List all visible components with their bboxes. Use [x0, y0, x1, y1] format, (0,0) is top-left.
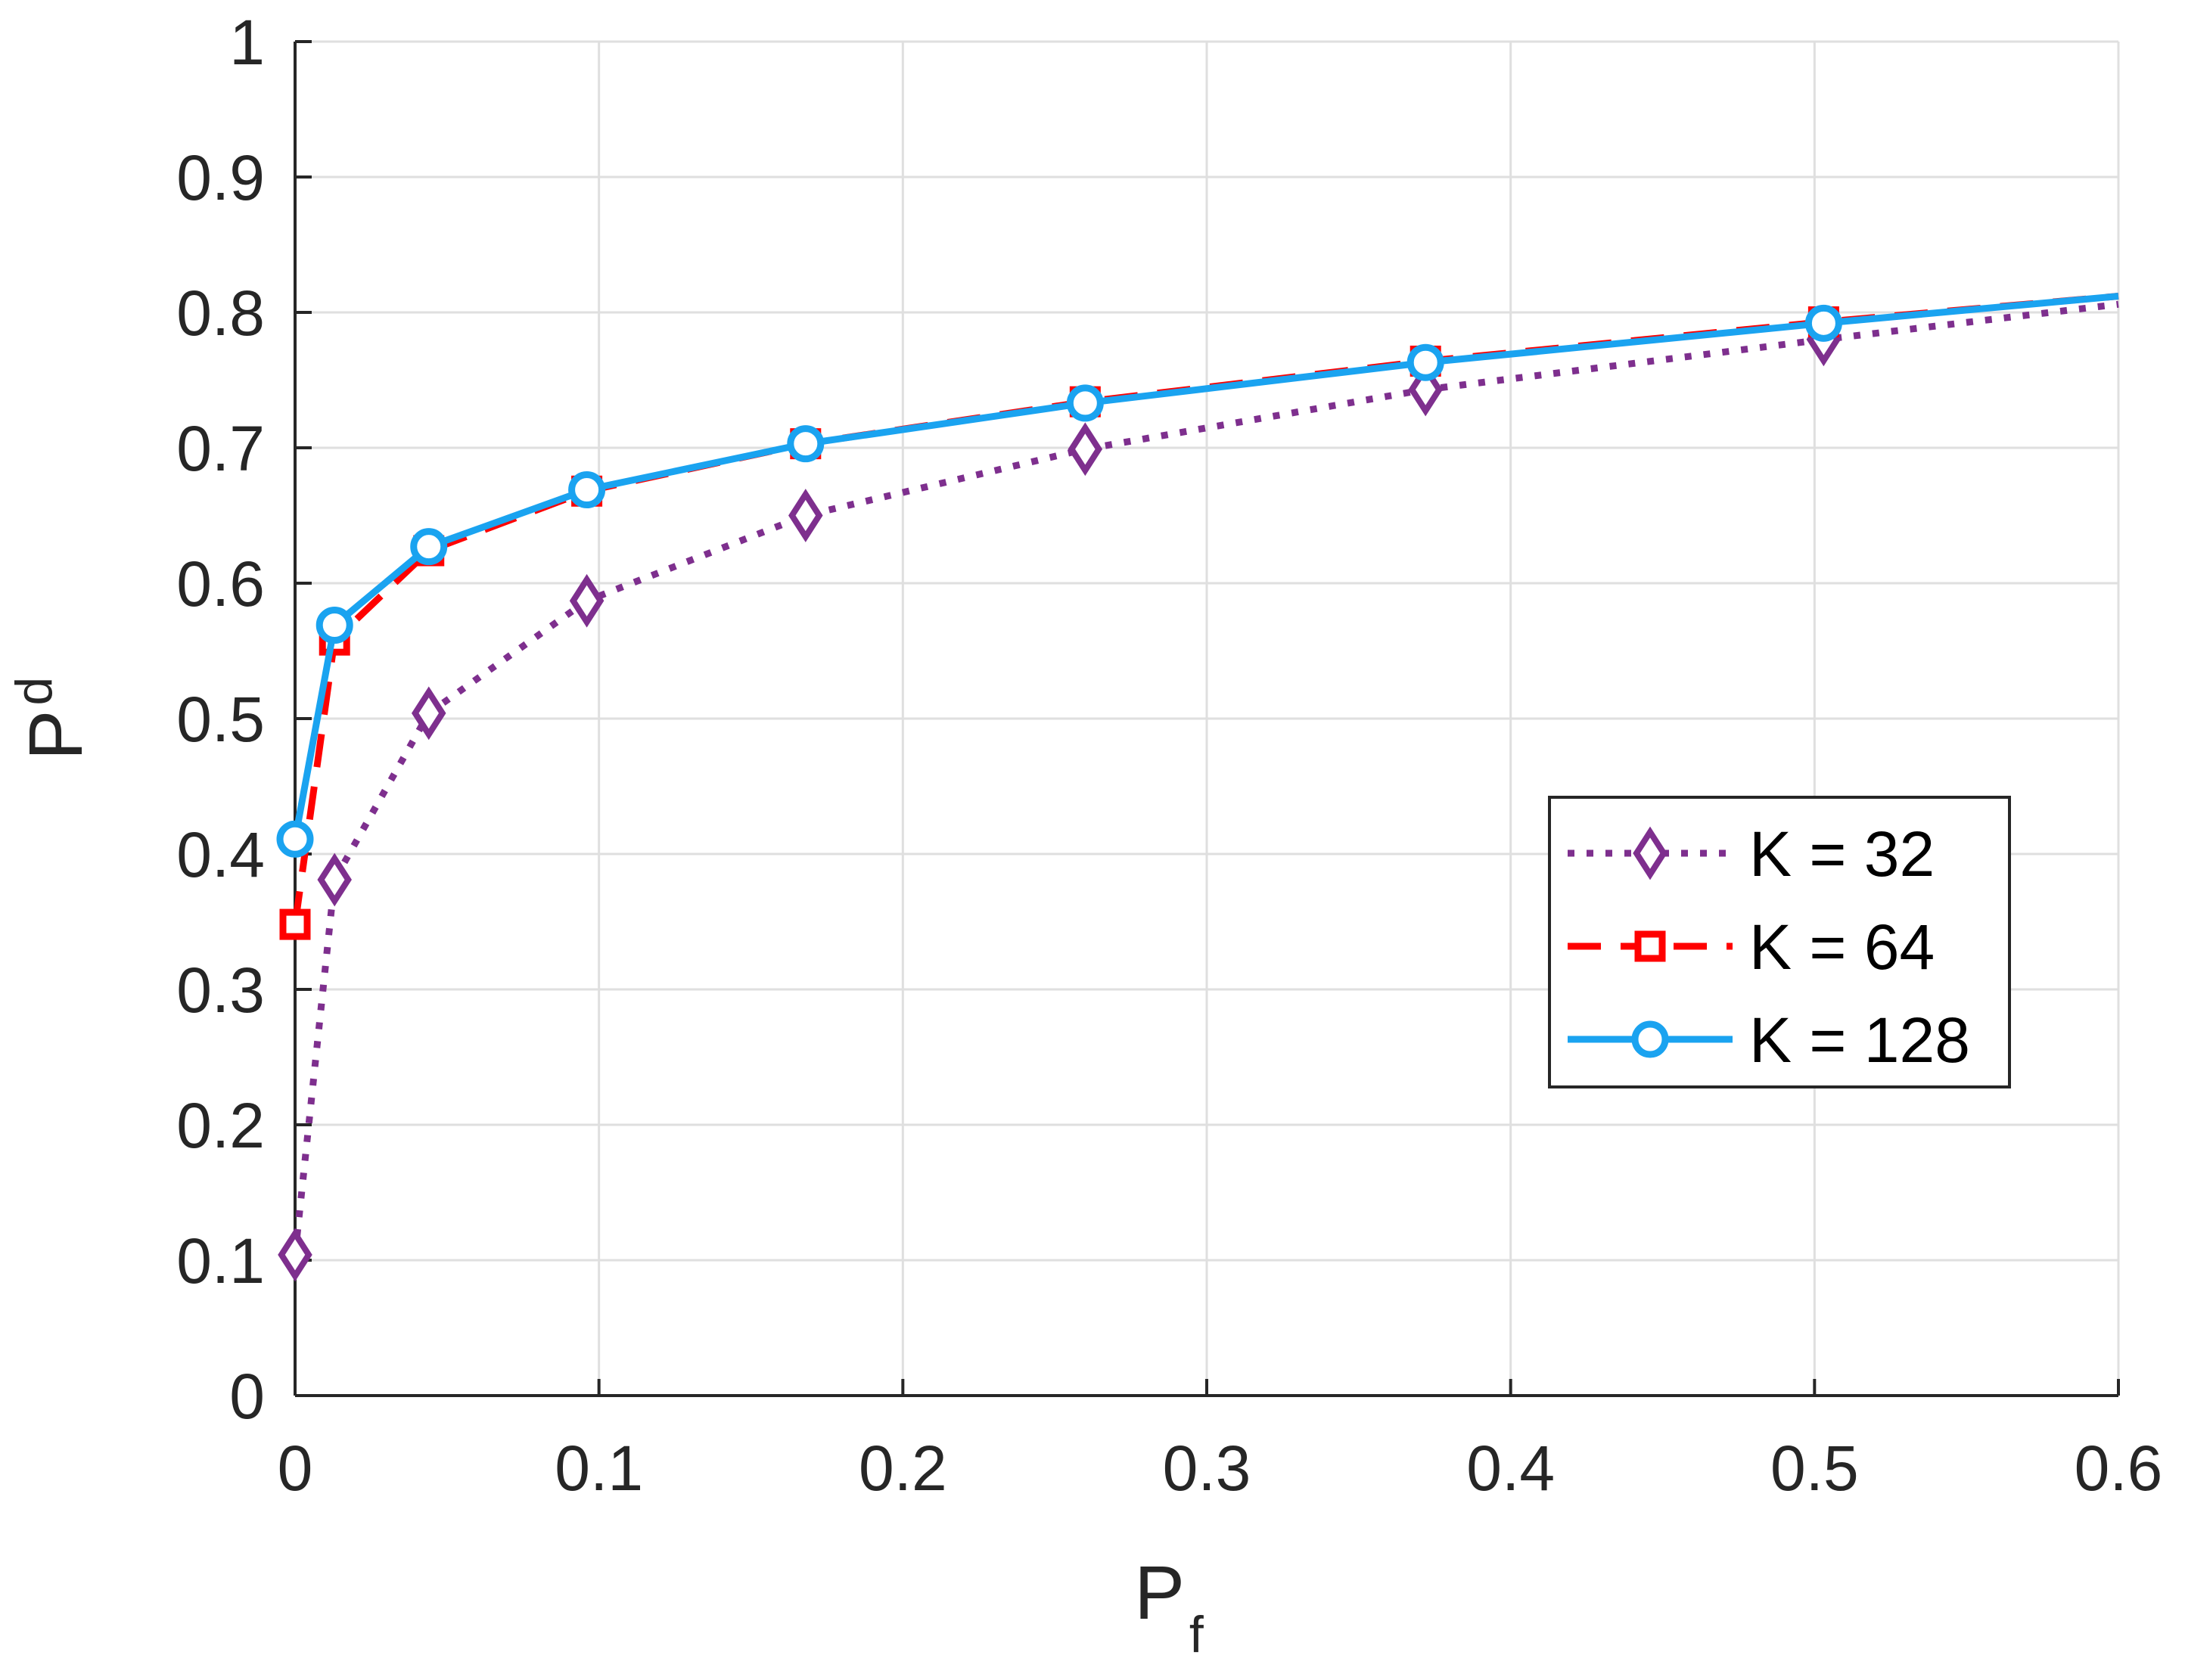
y-tick-label: 0.8: [176, 278, 265, 349]
x-axis-label: Pf: [1134, 1551, 1204, 1663]
legend-label: K = 64: [1749, 911, 1935, 983]
series-k-32: [278, 300, 2119, 1282]
y-tick-label: 0.2: [176, 1090, 265, 1161]
legend: K = 32 K = 64 K = 128: [1548, 796, 2011, 1088]
x-tick-label: 0.3: [1163, 1433, 1251, 1504]
data-point: [276, 820, 314, 858]
axes: [294, 40, 2120, 1397]
x-tick-label: 0: [278, 1433, 313, 1504]
y-axis-label-sub: d: [5, 677, 63, 706]
y-tick-label: 0.6: [176, 548, 265, 620]
data-point: [317, 852, 352, 907]
data-point: [788, 489, 823, 542]
legend-items: K = 32 K = 64 K = 128: [1568, 818, 1970, 1076]
data-point: [1804, 304, 1842, 342]
data-point: [411, 686, 446, 741]
y-tick-label: 1: [229, 7, 265, 78]
y-tick-label: 0: [229, 1361, 265, 1432]
y-tick-label: 0.9: [176, 142, 265, 213]
x-tick-label: 0.4: [1466, 1433, 1555, 1504]
x-axis-label-main: P: [1134, 1551, 1185, 1635]
series-k-128: [276, 293, 2119, 858]
legend-marker: [1631, 1020, 1669, 1058]
x-axis-label-sub: f: [1189, 1606, 1204, 1663]
legend-marker: [1634, 930, 1666, 962]
legend-label: K = 32: [1749, 818, 1935, 890]
series-line: [291, 300, 2119, 1256]
x-tick-label: 0.6: [2075, 1433, 2163, 1504]
data-point: [1406, 343, 1444, 381]
y-axis-label-main: P: [14, 710, 98, 761]
y-tick-label: 0.5: [176, 684, 265, 755]
data-point: [787, 425, 825, 463]
data-point: [315, 606, 353, 644]
y-tick-label: 0.1: [176, 1225, 265, 1296]
data-point: [410, 528, 448, 566]
y-axis-label: Pd: [5, 677, 98, 761]
series-group: [276, 293, 2119, 1282]
y-tick-label: 0.3: [176, 955, 265, 1026]
data-point: [568, 470, 606, 508]
data-point: [279, 908, 311, 940]
data-point: [1068, 422, 1103, 477]
data-point: [278, 1228, 312, 1282]
legend-marker: [1633, 826, 1668, 880]
x-tick-label: 0.1: [555, 1433, 643, 1504]
x-tick-label: 0.5: [1770, 1433, 1859, 1504]
y-tick-label: 0.7: [176, 413, 265, 484]
data-point: [569, 573, 605, 628]
tick-labels: 0 0.1 0.2 0.3 0.4 0.5 0.6 0 0.1 0.2 0.3 0.4 0.5 0.6 0.…: [176, 7, 2162, 1504]
data-point: [1066, 384, 1104, 422]
data-point: [1408, 362, 1443, 417]
y-tick-label: 0.4: [176, 819, 265, 890]
x-tick-label: 0.2: [859, 1433, 947, 1504]
legend-label: K = 128: [1749, 1005, 1970, 1076]
